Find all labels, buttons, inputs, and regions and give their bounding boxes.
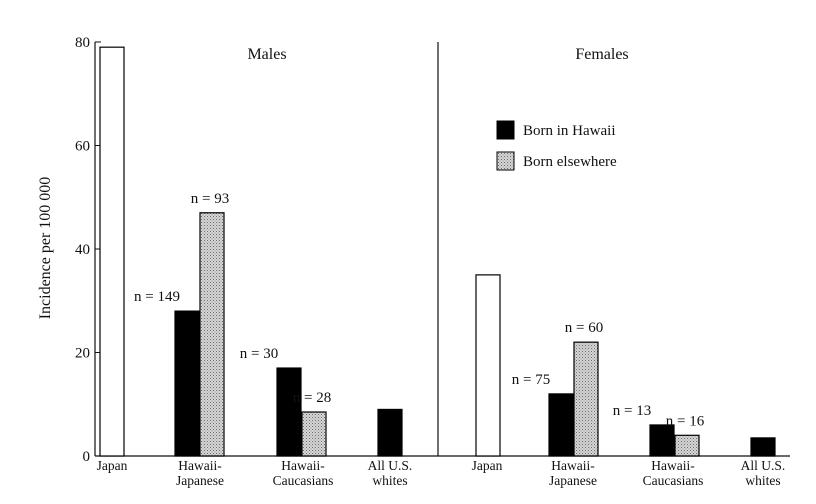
bar-born_hawaii <box>377 408 403 457</box>
n-label: n = 60 <box>565 320 603 336</box>
category-label: Japanese <box>549 473 597 488</box>
category-label: All U.S. <box>368 458 413 473</box>
n-label: n = 75 <box>512 372 550 388</box>
bar-born_elsewhere <box>674 434 700 457</box>
bar-open <box>475 274 501 457</box>
category-label: All U.S. <box>741 458 786 473</box>
category-label: whites <box>745 473 780 488</box>
category-label: Hawaii- <box>551 458 595 473</box>
y-tick-label: 60 <box>75 139 90 155</box>
bar-born_elsewhere <box>573 341 599 457</box>
legend-swatch <box>496 151 515 171</box>
n-label: n = 149 <box>134 289 180 305</box>
category-label: Caucasians <box>643 473 704 488</box>
bar-open <box>99 46 125 457</box>
bar-born_hawaii <box>276 367 302 457</box>
panel-title: Females <box>575 46 628 63</box>
y-axis-label: Incidence per 100 000 <box>37 177 54 320</box>
y-tick-label: 80 <box>75 35 90 51</box>
n-label: n = 28 <box>293 390 331 406</box>
n-label: n = 30 <box>240 346 278 362</box>
bar-born_elsewhere <box>301 411 327 457</box>
legend-swatch <box>496 120 515 140</box>
legend-label: Born in Hawaii <box>523 123 615 139</box>
y-tick-label: 0 <box>83 449 91 465</box>
bar-born_elsewhere <box>199 212 225 457</box>
category-label: Japan <box>97 458 128 473</box>
y-tick-label: 40 <box>75 242 90 258</box>
category-label: Hawaii- <box>651 458 695 473</box>
category-label: Hawaii- <box>281 458 325 473</box>
n-label: n = 13 <box>613 403 651 419</box>
category-label: Japanese <box>176 473 224 488</box>
n-label: n = 93 <box>191 191 229 207</box>
bar-born_hawaii <box>750 437 776 457</box>
bar-born_hawaii <box>174 310 200 457</box>
legend-label: Born elsewhere <box>523 154 617 170</box>
category-label: whites <box>372 473 407 488</box>
category-label: Japan <box>472 458 503 473</box>
y-tick-label: 20 <box>75 346 90 362</box>
category-label: Hawaii- <box>178 458 222 473</box>
panel-title: Males <box>247 46 286 63</box>
category-label: Caucasians <box>273 473 334 488</box>
bar-born_hawaii <box>649 424 675 457</box>
n-label: n = 16 <box>666 413 705 429</box>
bar-born_hawaii <box>548 393 574 457</box>
